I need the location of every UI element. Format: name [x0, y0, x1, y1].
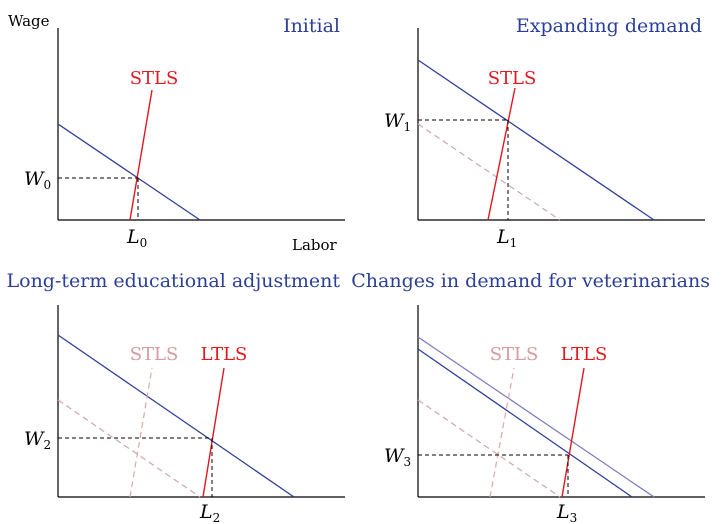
original-demand-curve: [417, 123, 561, 221]
labor-tick-label: L1: [496, 226, 517, 250]
short-term-supply-curve: [129, 367, 153, 498]
demand-curve: [417, 348, 633, 498]
short-term-supply-label: STLS: [490, 344, 539, 365]
labor-tick-label: L0: [126, 226, 147, 250]
panel-title: Expanding demand: [516, 15, 702, 37]
labor-tick-label: L2: [199, 501, 220, 524]
labor-tick-label: L3: [556, 501, 577, 524]
panel-title: Initial: [283, 15, 340, 37]
original-demand-curve: [417, 399, 561, 498]
supply-label: STLS: [130, 68, 179, 89]
panel-long-term-adjustment: Long-term educational adjustment STLS LT…: [7, 270, 345, 524]
long-term-supply-label: LTLS: [201, 344, 248, 365]
long-term-supply-curve: [202, 367, 225, 498]
demand-curve: [57, 334, 295, 498]
original-demand-curve: [57, 399, 201, 498]
panel-expanding-demand: Expanding demand STLS W1 L1: [384, 15, 705, 250]
y-axis-label: Wage: [8, 12, 50, 30]
panel-initial: Wage Initial STLS W0 L0 Labor: [8, 12, 345, 254]
long-term-supply-curve: [561, 367, 585, 498]
wage-tick-label: W2: [24, 428, 51, 452]
short-term-supply-label: STLS: [130, 344, 179, 365]
intermediate-demand-curve: [417, 336, 655, 498]
demand-curve: [417, 59, 655, 221]
wage-tick-label: W1: [384, 110, 411, 134]
x-axis-label: Labor: [292, 236, 338, 254]
wage-tick-label: W0: [24, 168, 51, 192]
short-term-supply-curve: [489, 367, 515, 498]
supply-label: STLS: [488, 68, 537, 89]
supply-curve: [487, 87, 516, 221]
wage-tick-label: W3: [384, 445, 411, 469]
demand-curve: [57, 123, 201, 221]
panel-title: Changes in demand for veterinarians: [351, 270, 710, 292]
long-term-supply-label: LTLS: [561, 344, 608, 365]
panel-title: Long-term educational adjustment: [7, 270, 341, 292]
supply-curve: [129, 89, 153, 221]
panel-veterinarian-demand: Changes in demand for veterinarians STLS…: [351, 270, 710, 524]
